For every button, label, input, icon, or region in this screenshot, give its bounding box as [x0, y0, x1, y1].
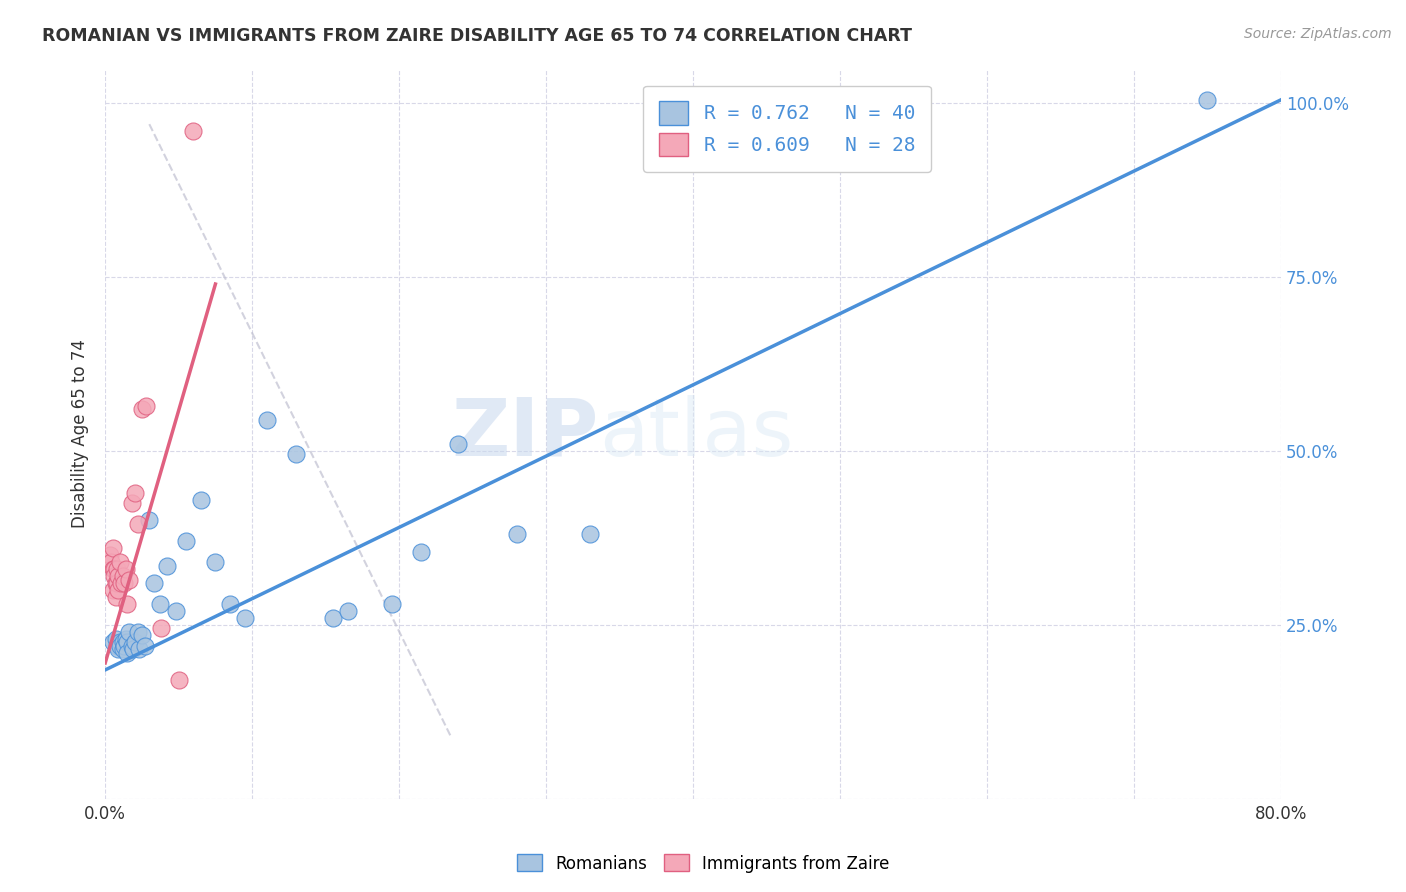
Point [506, 527, 529, 541]
Point [117, 597, 139, 611]
Point [156, 558, 179, 573]
Point [131, 402, 153, 417]
Point [110, 576, 132, 591]
Point [100, 555, 122, 569]
Point [111, 642, 134, 657]
Point [322, 611, 344, 625]
Point [108, 635, 131, 649]
Point [579, 527, 602, 541]
Point [131, 628, 153, 642]
Point [336, 604, 359, 618]
Point [124, 485, 146, 500]
Point [447, 437, 470, 451]
Point [204, 555, 226, 569]
Point [107, 582, 129, 597]
Point [105, 562, 128, 576]
Point [107, 569, 129, 583]
Point [1197, 93, 1219, 107]
Point [122, 642, 145, 657]
Point [117, 635, 139, 649]
Point [117, 646, 139, 660]
Point [127, 624, 149, 639]
Point [134, 639, 156, 653]
Point [105, 576, 128, 591]
Point [233, 611, 256, 625]
Point [118, 624, 141, 639]
Point [411, 545, 433, 559]
Point [103, 569, 125, 583]
Point [104, 632, 127, 646]
Point [108, 555, 131, 569]
Point [167, 673, 190, 688]
Point [104, 590, 127, 604]
Text: atlas: atlas [599, 394, 793, 473]
Point [104, 576, 127, 591]
Legend: Romanians, Immigrants from Zaire: Romanians, Immigrants from Zaire [510, 847, 896, 880]
Point [381, 597, 404, 611]
Point [138, 513, 160, 527]
Point [111, 569, 134, 583]
Point [135, 399, 157, 413]
Point [101, 582, 124, 597]
Point [128, 642, 150, 657]
Point [107, 642, 129, 657]
Point [112, 576, 135, 591]
Legend: R = 0.762   N = 40, R = 0.609   N = 28: R = 0.762 N = 40, R = 0.609 N = 28 [644, 86, 931, 172]
Point [150, 621, 173, 635]
Point [114, 562, 136, 576]
Point [183, 124, 205, 138]
Point [112, 639, 135, 653]
Y-axis label: Disability Age 65 to 74: Disability Age 65 to 74 [72, 339, 89, 528]
Point [127, 516, 149, 531]
Point [101, 541, 124, 556]
Point [142, 576, 165, 591]
Point [121, 496, 143, 510]
Point [219, 597, 242, 611]
Text: ZIP: ZIP [451, 394, 599, 473]
Point [108, 639, 131, 653]
Point [285, 447, 308, 461]
Point [114, 632, 136, 646]
Point [118, 573, 141, 587]
Text: ROMANIAN VS IMMIGRANTS FROM ZAIRE DISABILITY AGE 65 TO 74 CORRELATION CHART: ROMANIAN VS IMMIGRANTS FROM ZAIRE DISABI… [42, 27, 912, 45]
Point [190, 492, 212, 507]
Point [103, 562, 125, 576]
Point [174, 534, 197, 549]
Point [101, 635, 124, 649]
Point [165, 604, 187, 618]
Point [111, 635, 134, 649]
Point [256, 412, 278, 426]
Point [105, 639, 128, 653]
Point [149, 597, 172, 611]
Point [121, 639, 143, 653]
Point [124, 635, 146, 649]
Point [101, 562, 124, 576]
Text: Source: ZipAtlas.com: Source: ZipAtlas.com [1244, 27, 1392, 41]
Point [98, 548, 121, 562]
